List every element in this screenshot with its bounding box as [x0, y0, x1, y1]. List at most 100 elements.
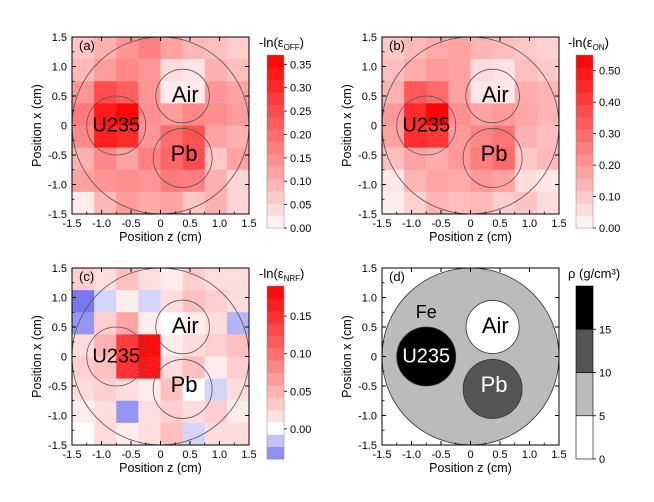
heatmap-cell: [138, 400, 161, 424]
heatmap-cell: [94, 356, 117, 380]
heatmap-cell: [492, 59, 516, 82]
y-tick-label: 1.5: [52, 263, 67, 275]
heatmap-cell: [514, 103, 538, 126]
colorbar-swatch: [267, 347, 284, 361]
x-axis-label: Position z (cm): [119, 230, 202, 244]
heatmap-cell: [160, 37, 184, 60]
pb-outline: [152, 128, 213, 188]
heatmap-cell: [514, 81, 538, 104]
colorbar-frame: [575, 54, 594, 229]
x-tick-label: 1.0: [212, 218, 227, 230]
heatmap-cell: [226, 268, 249, 291]
x-tick-label: 0: [157, 449, 163, 461]
colorbar-label-sub: NRF: [284, 274, 301, 283]
heatmap-cell: [204, 125, 228, 149]
colorbar-label-close: ): [300, 35, 304, 50]
heatmap-cell: [448, 125, 471, 149]
heatmap-cell: [116, 334, 139, 357]
x-tick-label: 1.5: [551, 218, 566, 230]
x-tick-label: 1.5: [551, 449, 566, 461]
heatmap-cell: [72, 378, 95, 402]
heatmap-cell: [226, 334, 249, 357]
heatmap-cell: [94, 290, 117, 313]
colorbar-swatch: [576, 104, 593, 118]
heatmap-cell: [72, 147, 95, 171]
colorbar-label: -ln(εOFF): [259, 35, 304, 52]
heatmap-cell: [514, 59, 538, 82]
heatmap-cell: [382, 37, 405, 60]
heatmap-cell: [160, 356, 184, 380]
colorbar-tick-label: 0.25: [290, 106, 311, 118]
heatmap-cell: [492, 37, 516, 60]
heatmap-cell: [492, 191, 516, 214]
heatmap-cell: [182, 125, 206, 149]
colorbar-swatch: [267, 335, 284, 349]
heatmap-cell: [116, 125, 139, 149]
panel-a: Air U235 Pb -1.5 1.5 -1.0 1.0 -0.5 0.5 0 0 0.5 -0.5 1…: [30, 32, 311, 244]
colorbar-frame: [266, 54, 285, 229]
heatmap-cell: [382, 59, 405, 82]
heatmap-cell: [226, 378, 249, 402]
heatmap-cell: [448, 169, 471, 193]
heatmap-cell: [138, 334, 161, 357]
heatmap-cell: [514, 191, 538, 214]
x-tick-label: -1.0: [92, 449, 111, 461]
colorbar-swatch: [576, 166, 593, 180]
heatmap-cell: [160, 191, 184, 214]
colorbar-tick-label: 0.20: [599, 160, 620, 172]
heatmap-cell: [226, 147, 249, 171]
heatmap-cell: [204, 378, 228, 402]
colorbar-label-main: ρ (g/cm³): [568, 266, 620, 281]
heatmap-cell: [94, 422, 117, 445]
colorbar-swatch: [267, 178, 284, 192]
colorbar-label-main: -ln(ε: [568, 35, 593, 50]
y-tick-label: 0.5: [362, 91, 377, 103]
colorbar-swatch: [267, 421, 284, 435]
heatmap-cell: [204, 147, 228, 171]
heatmap-cell: [94, 334, 117, 357]
x-tick-label: 0: [157, 218, 163, 230]
x-tick-label: 1.0: [522, 449, 537, 461]
heatmap-cell: [72, 191, 95, 214]
heatmap-cell: [116, 356, 139, 380]
region-pb: [462, 359, 523, 419]
colorbar-tick-label: 0.30: [599, 129, 620, 141]
colorbar-swatch: [267, 384, 284, 398]
colorbar-swatch: [267, 372, 284, 386]
heatmap-cell: [470, 37, 494, 60]
heatmap-cell: [182, 334, 206, 357]
colorbar-swatch: [267, 286, 284, 299]
heatmap-cell: [448, 37, 471, 60]
heatmap-cell: [382, 125, 405, 149]
colorbar-swatch: [267, 190, 284, 204]
y-tick-label: 1.0: [362, 62, 377, 74]
heatmap-cell: [94, 147, 117, 171]
y-axis-label: Position x (cm): [30, 84, 44, 167]
heatmap-cell: [182, 378, 206, 402]
heatmap-cell: [514, 37, 538, 60]
heatmap-cell: [182, 191, 206, 214]
colorbar-swatch: [267, 129, 284, 142]
colorbar-swatch: [267, 323, 284, 336]
heatmap-cell: [470, 125, 494, 149]
heatmap-cell: [404, 81, 427, 104]
colorbar-label: -ln(εNRF): [259, 266, 304, 283]
colorbar-label-main: -ln(ε: [259, 266, 284, 281]
colorbar-tick-label: 0.35: [290, 59, 311, 71]
panel-b: AirU235Pb-1.51.5-1.01.0-0.50.5000.5-0.51…: [340, 32, 620, 244]
heatmap-cell: [94, 81, 117, 104]
label-pb: Pb: [481, 141, 508, 166]
x-tick-label: 0.5: [182, 218, 197, 230]
heatmap-cell: [514, 147, 538, 171]
heatmap-cell: [116, 81, 139, 104]
colorbar-tick-label: 0.30: [290, 83, 311, 95]
heatmap-cell: [138, 81, 161, 104]
x-tick-label: 1.0: [212, 449, 227, 461]
heatmap-cell: [160, 125, 184, 149]
heatmap-cell: [94, 37, 117, 60]
heatmap-cell: [182, 400, 206, 424]
colorbar-label-main: -ln(ε: [259, 35, 284, 50]
x-tick-label: -1.0: [402, 218, 421, 230]
heatmap-cell: [382, 103, 405, 126]
y-tick-label: -1.5: [48, 209, 67, 221]
